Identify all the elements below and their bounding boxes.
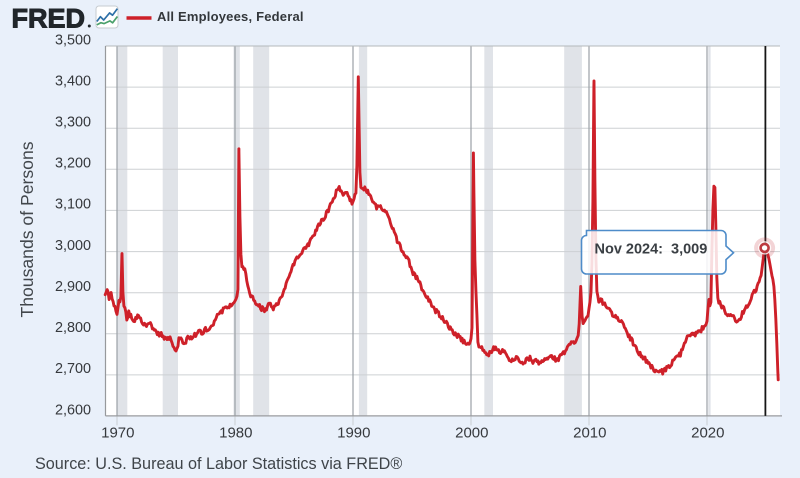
svg-text:3,400: 3,400 bbox=[55, 73, 91, 89]
svg-text:3,100: 3,100 bbox=[55, 197, 91, 213]
svg-text:2,700: 2,700 bbox=[55, 361, 91, 377]
svg-text:3,200: 3,200 bbox=[55, 156, 91, 172]
svg-text:2,800: 2,800 bbox=[55, 320, 91, 336]
svg-text:2010: 2010 bbox=[573, 425, 606, 442]
svg-text:2000: 2000 bbox=[455, 425, 488, 442]
svg-text:Thousands of Persons: Thousands of Persons bbox=[17, 141, 37, 317]
svg-text:Source: U.S. Bureau of Labor S: Source: U.S. Bureau of Labor Statistics … bbox=[35, 455, 402, 473]
svg-text:3,500: 3,500 bbox=[55, 32, 91, 48]
svg-text:2,900: 2,900 bbox=[55, 279, 91, 295]
svg-text:FRED: FRED bbox=[12, 3, 86, 33]
svg-text:3,300: 3,300 bbox=[55, 115, 91, 131]
svg-text:3,000: 3,000 bbox=[55, 238, 91, 254]
svg-text:2,600: 2,600 bbox=[55, 402, 91, 418]
svg-text:All Employees, Federal: All Employees, Federal bbox=[157, 9, 304, 24]
svg-text:1980: 1980 bbox=[219, 425, 252, 442]
svg-text:1970: 1970 bbox=[101, 425, 134, 442]
svg-text:1990: 1990 bbox=[337, 425, 370, 442]
svg-text:2020: 2020 bbox=[691, 425, 724, 442]
svg-text:3,009: 3,009 bbox=[671, 241, 707, 257]
svg-text:Nov 2024:: Nov 2024: bbox=[595, 241, 664, 257]
